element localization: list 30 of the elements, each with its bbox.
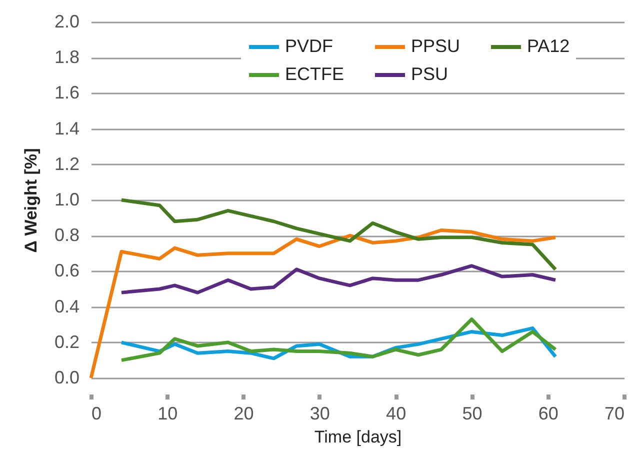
y-tick-label: 0.0 [54,368,80,388]
legend-label: PVDF [285,36,334,56]
legend-label: PPSU [411,36,460,56]
x-tick-label: 70 [604,404,624,424]
y-tick-label: 0.8 [54,225,80,246]
x-tick-label: 20 [234,404,254,424]
x-axis-title: Time [days] [314,428,402,446]
y-tick-label: 0.2 [54,332,80,352]
legend-label: PA12 [527,36,570,56]
line-series [120,318,558,362]
x-tick-label: 10 [158,404,178,424]
line-series [120,264,558,294]
line-series [89,228,558,380]
y-tick-label: 1.8 [54,47,80,68]
line-series [120,198,558,272]
y-axis-title: Δ Weight [%] [21,148,40,253]
x-tick-label: 40 [386,404,406,424]
y-tick-label: 0.4 [54,296,80,316]
y-tick-label: 0.6 [54,260,80,281]
y-tick-label: 1.0 [54,190,80,210]
legend-label: PSU [411,64,448,84]
y-tick-label: 2.0 [54,12,80,32]
y-tick-label: 1.4 [54,118,80,138]
x-tick-label: 30 [310,404,330,424]
y-tick-label: 1.2 [54,154,80,174]
x-tick-label: 50 [462,404,482,424]
y-tick-label: 1.6 [54,82,80,103]
legend-label: ECTFE [285,64,344,84]
x-tick-label: 0 [92,404,102,424]
x-tick-label: 60 [538,404,558,424]
